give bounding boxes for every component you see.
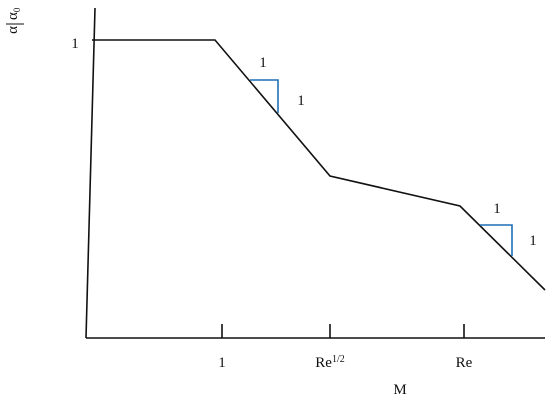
slope-triangle: [480, 224, 513, 256]
slope-rise-label: 1: [529, 233, 537, 249]
x-tick-label: 1: [218, 355, 226, 371]
y-axis: [85, 7, 96, 339]
y-axis-label: α α0: [5, 7, 24, 34]
y-label-denominator: α0: [5, 7, 22, 20]
x-tick-label-sup: 1/2: [332, 354, 345, 365]
slope-triangle: [250, 79, 279, 113]
x-tick-label: Re: [456, 355, 473, 371]
y-tick-label: 1: [71, 36, 79, 52]
y-label-denominator-base: α: [5, 12, 21, 20]
slope-run-label: 1: [259, 55, 267, 71]
slope-run-label: 1: [493, 201, 501, 217]
slope-rise-label: 1: [297, 93, 305, 109]
x-tick-label-base: Re: [315, 355, 332, 371]
curve: [92, 39, 546, 291]
x-tick-label: Re1/2: [315, 354, 344, 371]
y-label-subscript: 0: [12, 7, 22, 12]
x-axis-label: M: [393, 382, 406, 398]
y-label-numerator: α: [5, 26, 21, 34]
